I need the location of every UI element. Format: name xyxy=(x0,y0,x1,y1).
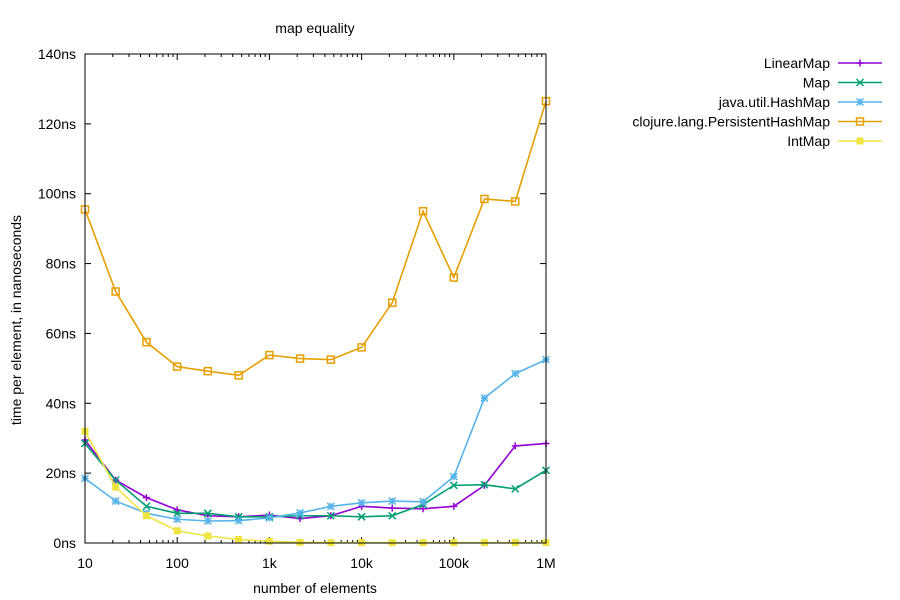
data-point xyxy=(326,355,336,364)
y-tick-label: 120ns xyxy=(38,116,76,132)
data-point xyxy=(265,350,274,360)
x-tick-label: 10 xyxy=(77,555,93,571)
data-point xyxy=(203,509,212,518)
data-point xyxy=(172,362,182,371)
data-point xyxy=(419,505,427,513)
series-line xyxy=(84,100,547,377)
plot-frame xyxy=(84,53,547,544)
data-point xyxy=(856,137,864,145)
data-point xyxy=(418,206,428,216)
data-point xyxy=(326,511,335,520)
data-point xyxy=(295,354,305,363)
data-point xyxy=(855,117,865,126)
series-map xyxy=(80,439,551,521)
data-point xyxy=(173,515,182,524)
x-tick-label: 10k xyxy=(350,555,374,571)
data-point xyxy=(142,502,151,511)
data-point xyxy=(296,508,305,517)
data-point xyxy=(265,513,274,522)
data-point xyxy=(511,442,519,450)
x-tick-label: 100 xyxy=(166,555,190,571)
x-tick-label: 100k xyxy=(439,555,470,571)
data-point xyxy=(511,484,520,493)
series-line xyxy=(84,439,547,520)
data-point xyxy=(326,502,335,511)
data-point xyxy=(142,337,151,347)
data-point xyxy=(234,371,243,380)
series-layer xyxy=(80,96,551,547)
data-point xyxy=(357,343,366,352)
chart-title: map equality xyxy=(275,20,354,36)
data-point xyxy=(357,512,366,521)
data-point xyxy=(388,511,397,520)
data-point xyxy=(234,516,243,525)
axis-ticks: 0ns 20ns 40ns 60ns 80ns 100ns 120ns 140ns 10 100 1… xyxy=(38,46,556,571)
data-point xyxy=(388,497,397,506)
data-point xyxy=(173,506,181,514)
y-axis-label: time per element, in nanoseconds xyxy=(8,215,24,425)
y-tick-label: 100ns xyxy=(38,186,76,202)
x-tick-label: 1k xyxy=(262,555,278,571)
series-line xyxy=(84,430,546,544)
data-point xyxy=(173,509,182,518)
data-point xyxy=(449,273,459,282)
legend-label: LinearMap xyxy=(764,55,830,71)
data-point xyxy=(856,59,864,67)
y-tick-label: 0ns xyxy=(53,535,76,551)
legend-label: IntMap xyxy=(787,133,830,149)
series-clojure-lang-persistenthashmap xyxy=(80,96,551,380)
data-point xyxy=(480,194,489,204)
data-point xyxy=(357,498,366,507)
data-point xyxy=(173,527,181,535)
data-point xyxy=(142,494,150,502)
data-point xyxy=(296,538,304,546)
data-point xyxy=(111,287,120,296)
data-point xyxy=(449,472,458,481)
data-point xyxy=(388,504,396,512)
legend: LinearMap Map java.util.HashMap clojure.lan… xyxy=(632,55,882,149)
series-intmap xyxy=(81,427,550,547)
data-point xyxy=(112,483,120,491)
series-line xyxy=(84,358,547,522)
data-point xyxy=(855,78,865,87)
data-point xyxy=(203,516,212,526)
y-tick-label: 20ns xyxy=(46,465,76,481)
data-point xyxy=(511,369,520,378)
data-point xyxy=(855,97,865,107)
data-point xyxy=(450,502,458,510)
data-point xyxy=(111,497,120,506)
x-axis-label: number of elements xyxy=(253,580,377,596)
data-point xyxy=(235,536,243,544)
legend-label: clojure.lang.PersistentHashMap xyxy=(632,114,830,130)
data-point xyxy=(480,480,489,489)
y-tick-label: 80ns xyxy=(46,256,76,272)
data-point xyxy=(142,512,150,520)
data-point xyxy=(204,532,212,540)
data-point xyxy=(265,537,273,545)
x-tick-label: 1M xyxy=(536,555,555,571)
data-point xyxy=(388,298,397,307)
data-point xyxy=(203,366,213,376)
data-point xyxy=(449,481,458,490)
series-line xyxy=(84,442,547,518)
data-point xyxy=(419,497,428,506)
y-tick-label: 140ns xyxy=(38,46,76,62)
data-point xyxy=(480,394,489,403)
legend-label: java.util.HashMap xyxy=(718,94,830,110)
legend-label: Map xyxy=(803,75,830,91)
data-point xyxy=(511,197,520,206)
y-tick-label: 60ns xyxy=(46,325,76,341)
y-tick-label: 40ns xyxy=(46,395,76,411)
